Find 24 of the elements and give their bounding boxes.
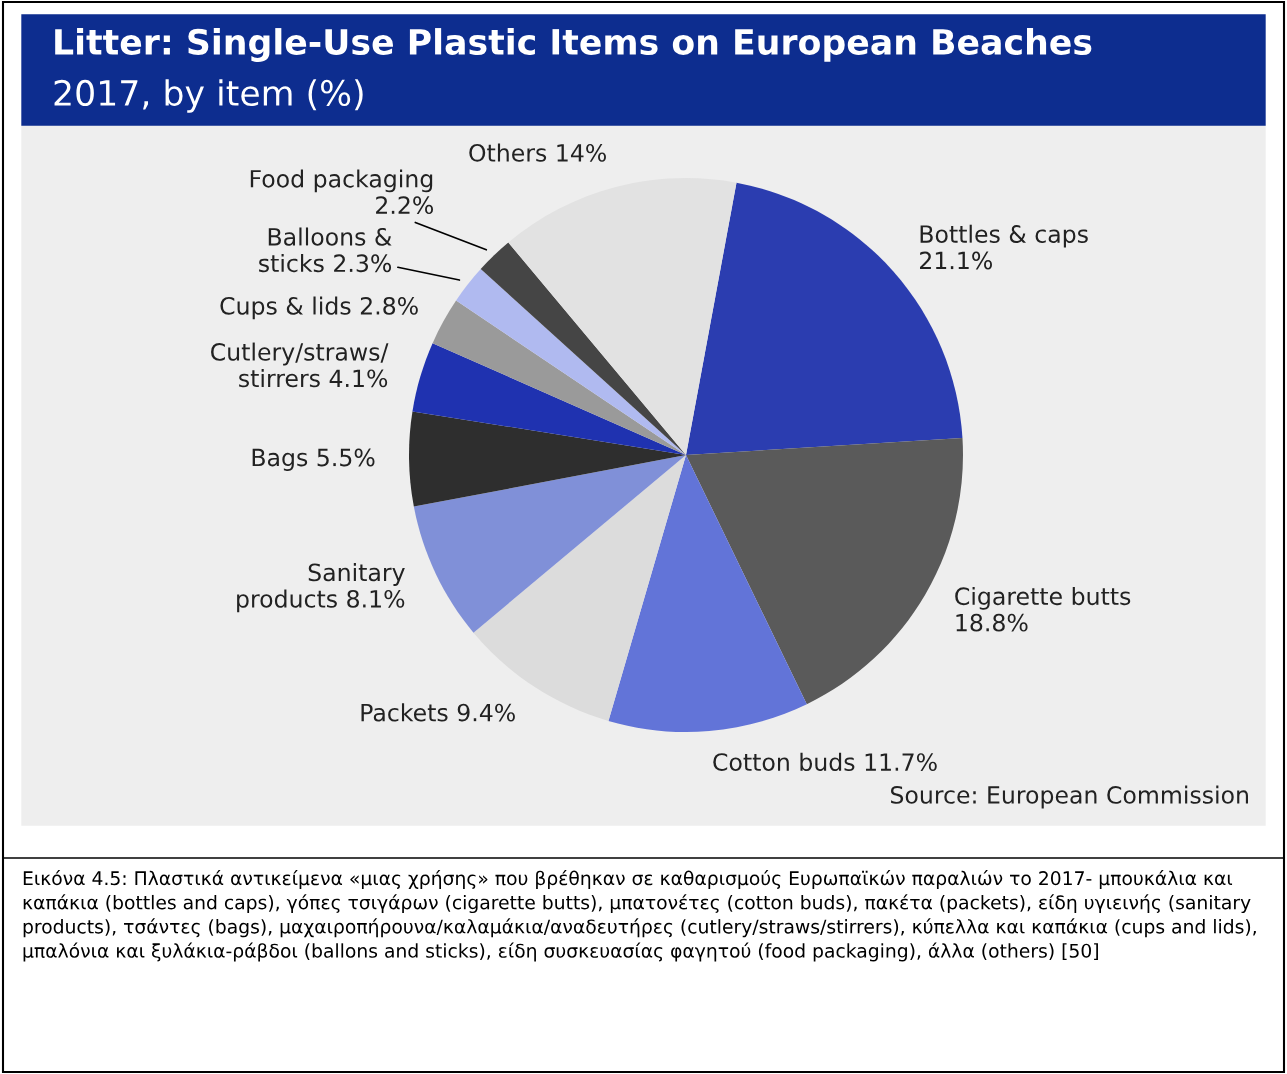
slice-label: Sanitary products 8.1% <box>237 563 405 613</box>
pie-slice <box>413 455 686 633</box>
slice-label: Balloons & sticks 2.3% <box>259 227 392 273</box>
chart-title: Litter: Single-Use Plastic Items on European Beaches <box>55 28 1092 62</box>
source-note: Source: European Commission <box>890 785 1248 809</box>
data-label: 21.1% <box>920 251 992 270</box>
slice-label: Bottles & caps <box>920 224 1088 248</box>
slice-label: Cotton buds 11.7% <box>713 752 937 771</box>
data-label: 18.8% <box>956 613 1028 632</box>
slice-label: Others 14% <box>469 143 606 162</box>
chart-subtitle: 2017, by item (%) <box>54 79 363 113</box>
pie-slice <box>456 269 686 455</box>
slice-label: Cups & lids 2.8% <box>220 296 418 320</box>
slice-label: Bags 5.5% <box>252 448 375 471</box>
text: Εικόνα 4.5: Πλαστικά αντικείμενα «μιας χρήσης» που βρέθηκαν σε καθαρισμούς Ευρωπαϊκών παραλιών το 2017- μπουκάλια και καπάκια (bottles and caps), γόπες τσιγάρων (cigarette butts), μπατονέτες (cotton buds), πακέτα (packets), είδη υγιεινής (sanitary products), τσάντες (bags), μαχαιροπήρουνα/καλαμάκια/αναδευτήρες (cutlery/straws/stirrers), κύπελλα και καπάκια (cups and lids), μπαλόνια και ξυλάκια-ράβδοι (ballons and sticks), είδη συσκευασίας φαγητού (food packaging), άλλα (others) [50] <box>23 870 1256 962</box>
pie-slice <box>432 300 686 455</box>
pie-slice <box>480 242 686 455</box>
pie-slice <box>608 455 807 732</box>
data-label: 2.2% <box>376 196 434 215</box>
slice-label: Food packaging <box>250 169 433 193</box>
slice-label: Packets 9.4% <box>361 703 515 722</box>
slice-label: Cigarette butts <box>955 586 1131 610</box>
pie-slice <box>409 411 686 507</box>
slice-label: Cutlery/straws/ stirrers 4.1% <box>211 342 389 388</box>
